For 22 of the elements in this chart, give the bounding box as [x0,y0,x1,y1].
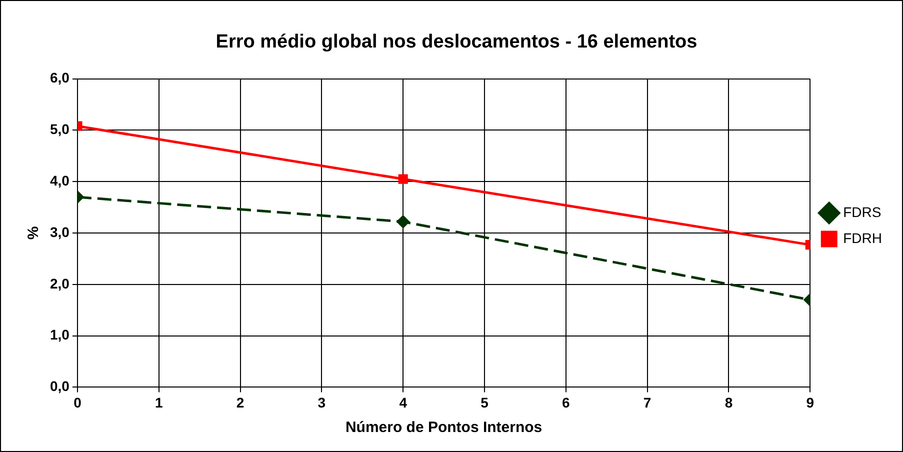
x-tick-label: 9 [806,394,814,410]
y-tick-label: 0,0 [50,378,70,394]
y-tick-label: 6,0 [50,70,70,86]
x-tick-label: 2 [236,394,244,410]
x-tick-label: 4 [399,394,408,410]
x-tick-label: 8 [724,394,733,410]
chart-title: Erro médio global nos deslocamentos - 16 elementos [216,32,698,53]
x-tick-label: 6 [562,394,570,410]
x-tick-label: 5 [480,394,489,410]
y-tick-label: 2,0 [50,275,70,292]
x-tick-label: 7 [643,394,652,410]
x-axis-title: Número de Pontos Internos [345,419,542,436]
legend-label: FDRS [843,204,882,220]
x-tick-label: 3 [318,394,326,410]
y-axis-title: % [25,226,42,240]
y-tick-label: 4,0 [50,172,70,188]
y-tick-label: 5,0 [50,121,70,138]
y-tick-label: 3,0 [50,224,70,240]
x-tick-label: 1 [154,394,163,410]
y-tick-label: 1,0 [50,326,70,343]
legend-label: FDRH [843,230,882,246]
x-tick-label: 0 [74,394,82,410]
